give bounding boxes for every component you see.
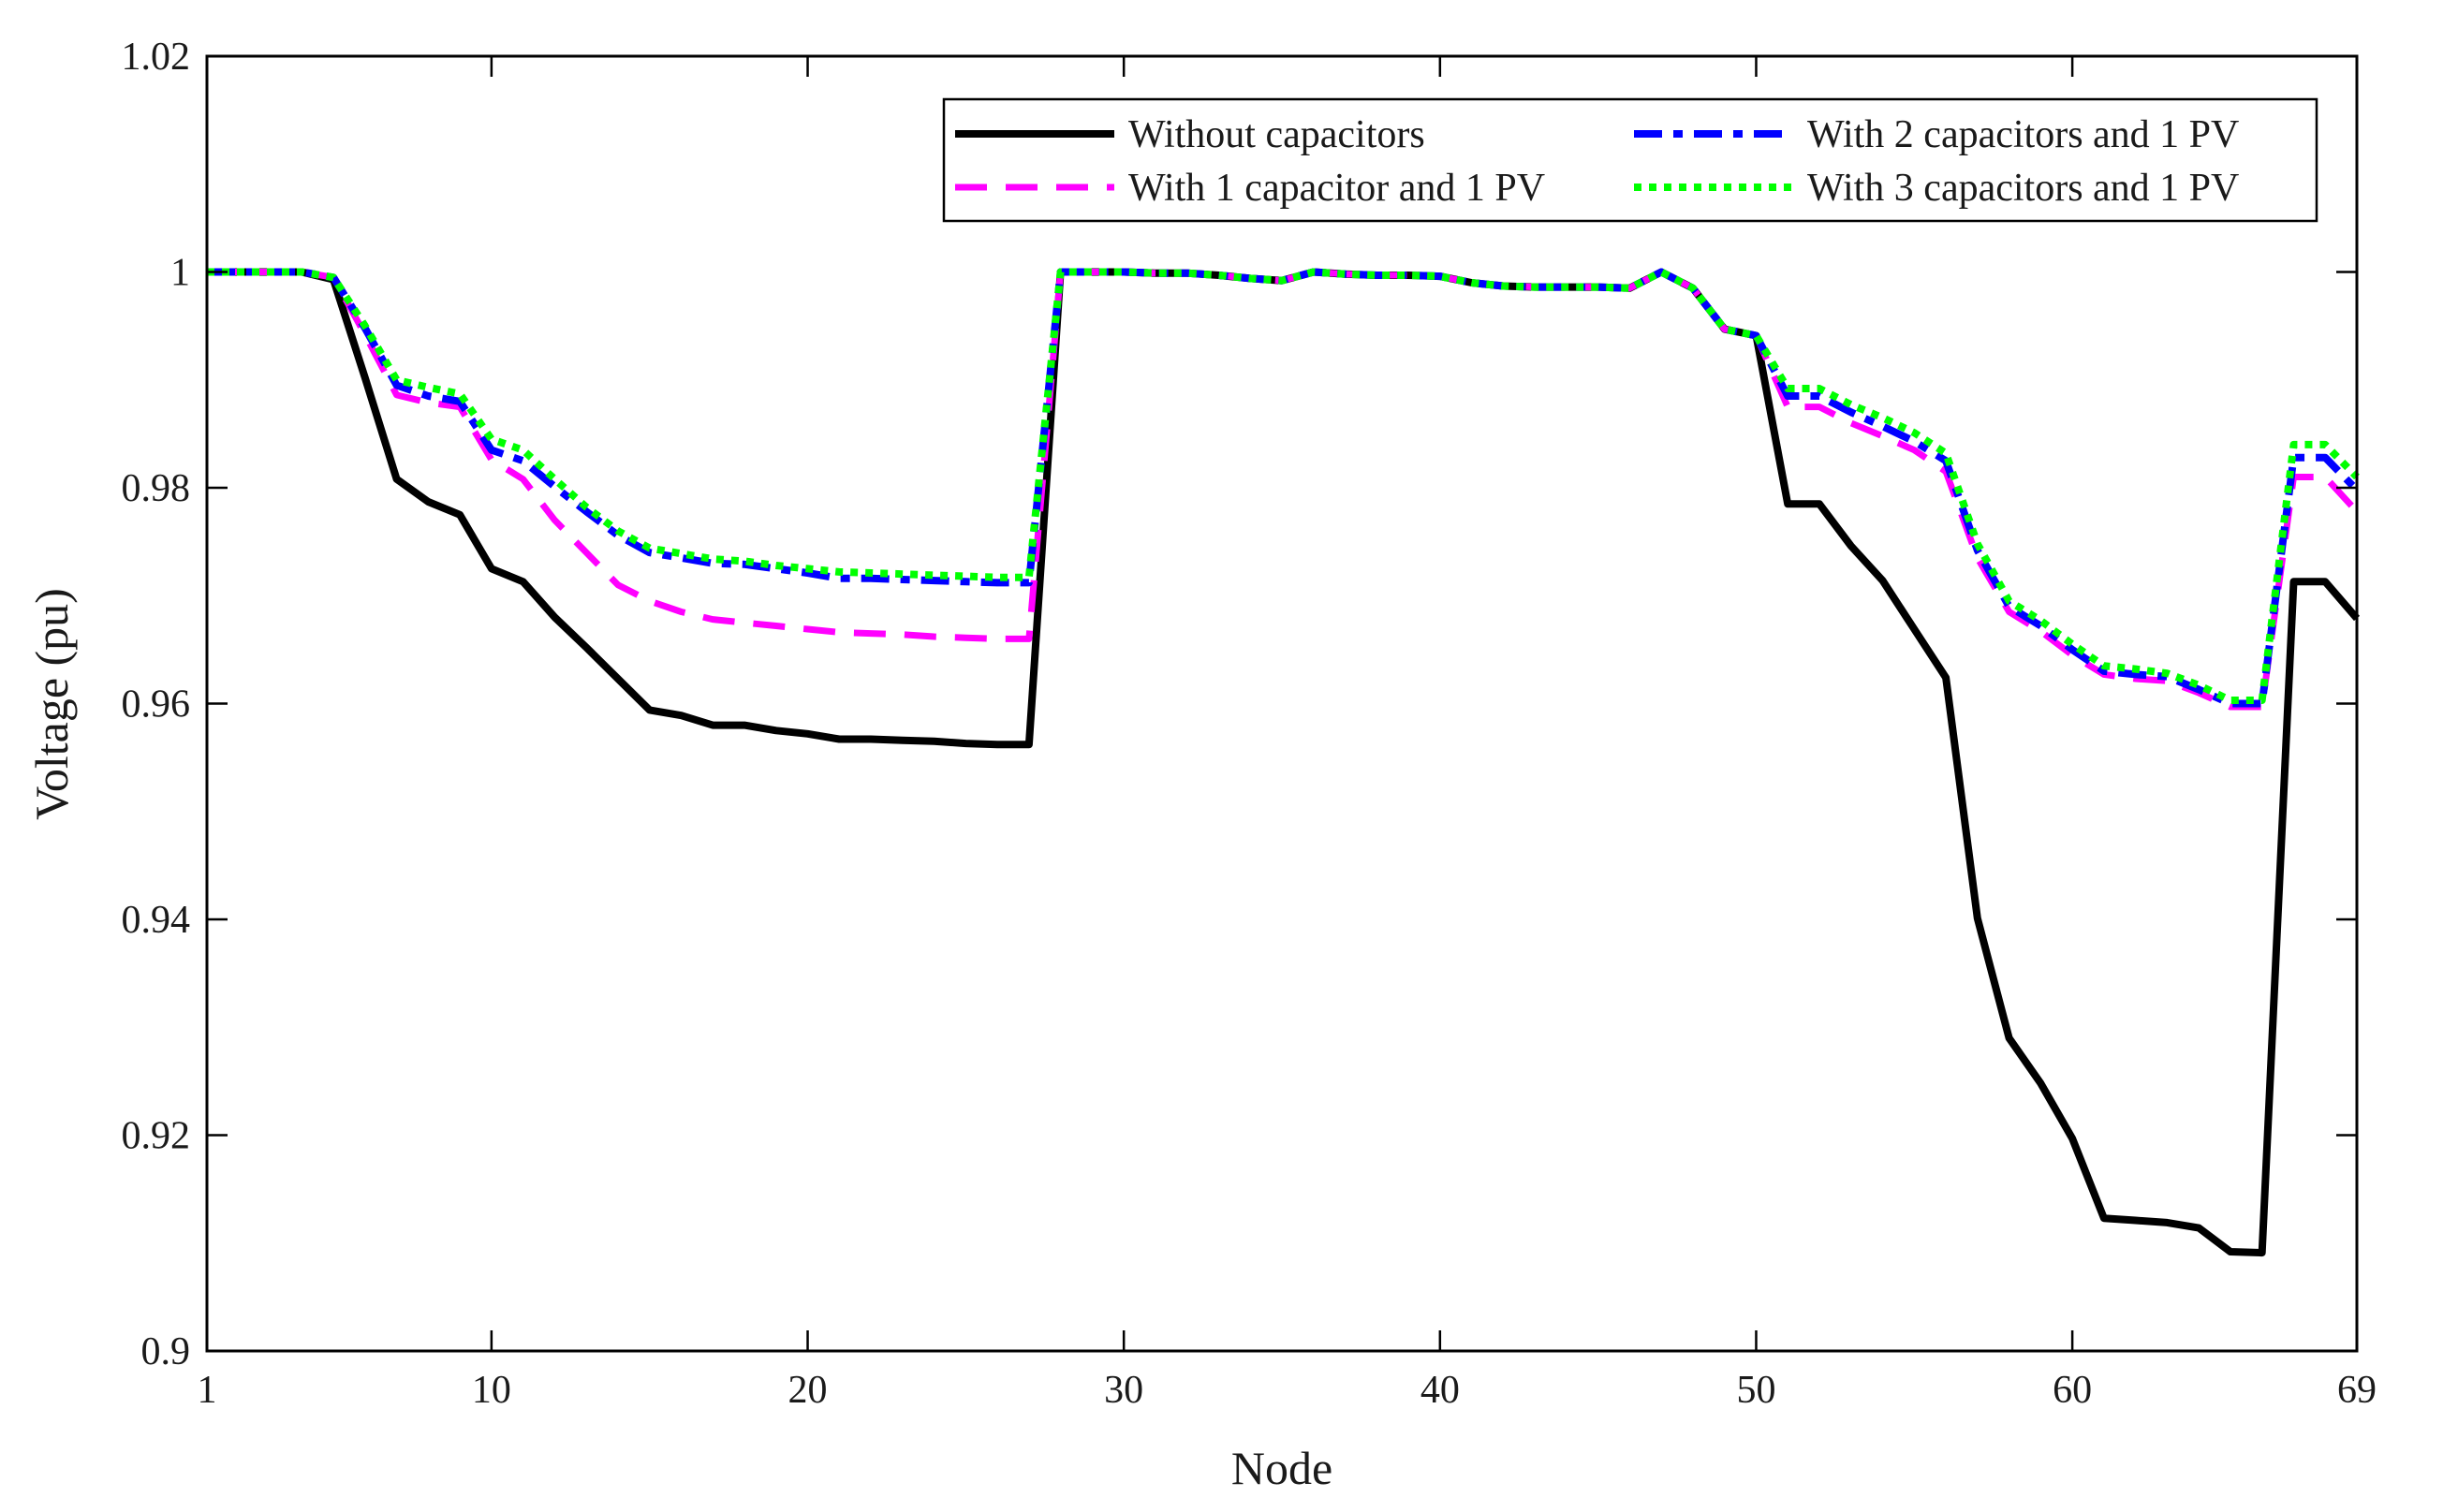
legend-label-3: With 2 capacitors and 1 PV bbox=[1807, 113, 2239, 156]
legend-box bbox=[942, 97, 2318, 223]
legend-label-4: With 3 capacitors and 1 PV bbox=[1807, 167, 2239, 210]
y-tick-label: 1 bbox=[170, 252, 190, 295]
x-tick-label: 10 bbox=[472, 1369, 511, 1412]
legend: Without capacitors With 1 capacitor and 1… bbox=[942, 97, 2318, 223]
x-tick-label: 69 bbox=[2337, 1369, 2377, 1412]
plot-frame bbox=[205, 54, 2359, 1353]
series-line-4 bbox=[207, 268, 2360, 704]
y-tick-label: 0.92 bbox=[122, 1115, 191, 1158]
y-tick-label: 1.02 bbox=[122, 36, 191, 79]
x-tick-label: 1 bbox=[198, 1369, 217, 1412]
y-tick-label: 0.94 bbox=[122, 899, 191, 942]
x-tick-label: 60 bbox=[2053, 1369, 2092, 1412]
x-tick-label: 20 bbox=[788, 1369, 828, 1412]
x-tick-label: 40 bbox=[1420, 1369, 1460, 1412]
y-tick-label: 0.98 bbox=[122, 467, 191, 510]
legend-label-2: With 1 capacitor and 1 PV bbox=[1128, 167, 1545, 210]
y-tick-label: 0.9 bbox=[141, 1330, 191, 1373]
legend-label-1: Without capacitors bbox=[1128, 113, 1425, 156]
x-tick-label: 30 bbox=[1104, 1369, 1143, 1412]
x-tick-label: 50 bbox=[1736, 1369, 1775, 1412]
series-layer bbox=[207, 268, 2361, 1257]
legend-items: Without capacitors With 1 capacitor and 1… bbox=[955, 113, 2239, 210]
y-tick-label: 0.96 bbox=[122, 683, 191, 727]
x-axis-title: Node bbox=[1231, 1442, 1332, 1494]
y-axis-ticks: 0.9 0.92 0.94 0.96 0.98 1 1.02 bbox=[122, 36, 2357, 1373]
x-axis-ticks: 1 10 20 30 40 50 60 69 bbox=[198, 56, 2377, 1412]
y-axis-title: Voltage (pu) bbox=[25, 588, 78, 820]
